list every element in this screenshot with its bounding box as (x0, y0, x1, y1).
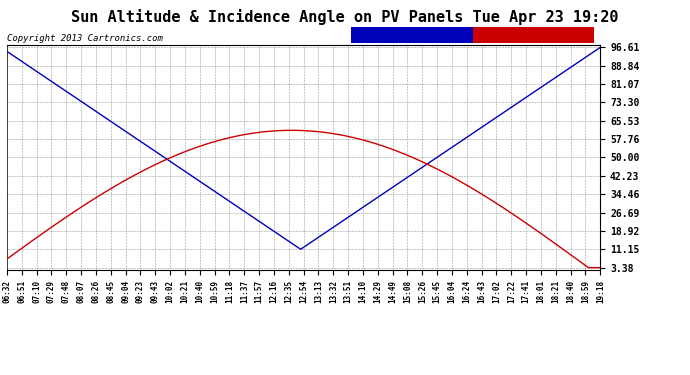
Text: Incident (Angle °): Incident (Angle °) (367, 30, 457, 39)
Text: Altitude (Angle °): Altitude (Angle °) (489, 30, 578, 39)
Text: Sun Altitude & Incidence Angle on PV Panels Tue Apr 23 19:20: Sun Altitude & Incidence Angle on PV Pan… (71, 9, 619, 26)
Bar (351, 27, 473, 43)
Bar (473, 27, 594, 43)
Text: Copyright 2013 Cartronics.com: Copyright 2013 Cartronics.com (7, 34, 163, 43)
